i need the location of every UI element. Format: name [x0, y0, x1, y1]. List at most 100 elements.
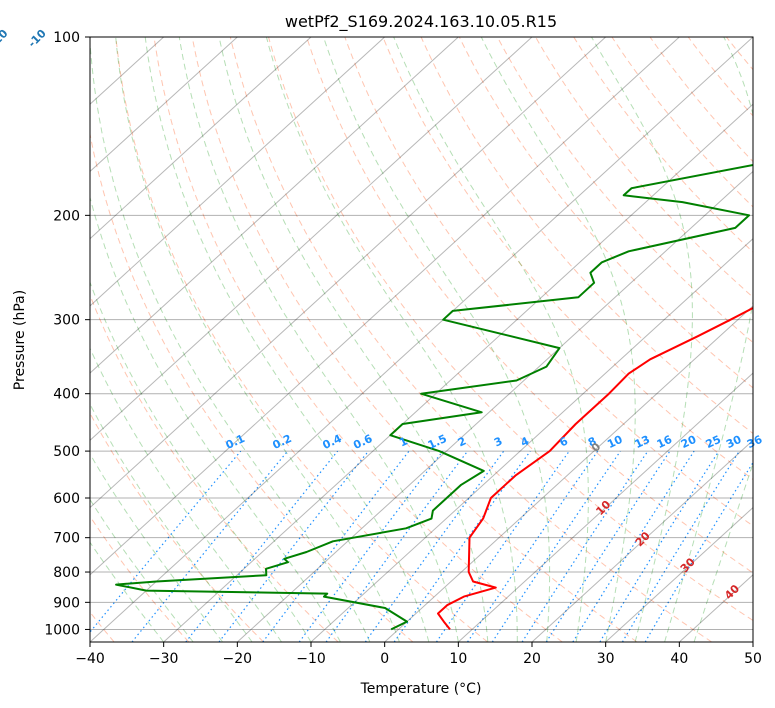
isotherm	[90, 37, 753, 642]
y-tick-label: 400	[53, 387, 80, 403]
moist-adiabat	[265, 37, 518, 642]
dry-adiabat	[725, 37, 753, 71]
moist-adiabat	[144, 37, 430, 642]
x-tick-label: 30	[597, 651, 615, 667]
x-tick-label: −20	[223, 651, 253, 667]
y-tick-label: 300	[53, 313, 80, 329]
mixing-ratio-label: 36	[745, 433, 765, 451]
x-tick-label: 10	[449, 651, 467, 667]
y-tick-label: 100	[53, 30, 80, 46]
dry-adiabat	[573, 37, 753, 253]
mixing-ratio-label: 0.6	[351, 432, 374, 452]
moist-adiabat	[393, 37, 589, 642]
dry-adiabat-label: 10	[593, 498, 613, 518]
isotherm	[90, 37, 238, 173]
mixing-ratio-line	[467, 450, 599, 642]
y-tick-label: 600	[53, 491, 80, 507]
y-tick-label: 900	[53, 595, 80, 611]
dry-adiabat-label: 40	[722, 582, 742, 602]
chart-title: wetPf2_S169.2024.163.10.05.R15	[285, 12, 557, 32]
mixing-ratio-line	[521, 450, 649, 642]
dry-adiabat	[90, 515, 190, 642]
dry-adiabat	[191, 37, 638, 642]
isotherm	[90, 37, 459, 374]
moist-adiabat	[90, 541, 165, 642]
x-tick-label: −30	[149, 651, 179, 667]
plot-frame	[89, 36, 754, 643]
mixing-ratio-label: 6	[558, 434, 571, 449]
background-line-labels: 0.10.20.40.611.52346810131620253036-100-…	[0, 27, 765, 602]
mixing-ratio-label: 1.5	[426, 432, 449, 452]
y-tick-label: 1000	[44, 622, 80, 638]
isotherm	[752, 641, 753, 642]
mixing-ratio-label: 13	[633, 433, 652, 451]
y-tick-label: 800	[53, 565, 80, 581]
mixing-ratio-line	[131, 450, 289, 642]
dry-adiabat	[496, 37, 753, 344]
dry-adiabat	[306, 37, 753, 574]
mixing-ratio-line	[644, 461, 753, 642]
moist-adiabat	[90, 453, 223, 642]
moist-adiabat	[90, 346, 282, 642]
moist-adiabat	[90, 281, 312, 642]
mixing-ratio-line	[218, 450, 369, 642]
moist-adiabat	[115, 37, 400, 642]
mixing-ratio-label: 20	[679, 433, 699, 451]
moist-adiabat	[90, 195, 341, 642]
mixing-ratio-label: 25	[704, 433, 723, 451]
isotherm	[384, 305, 753, 642]
moist-adiabat	[693, 462, 753, 642]
isotherm	[605, 506, 753, 642]
dry-adiabat	[267, 37, 753, 622]
mixing-ratio-label: 4	[519, 434, 532, 449]
mixing-ratio-line	[364, 450, 505, 642]
moist-adiabat	[218, 37, 489, 642]
dry-adiabat	[153, 37, 563, 642]
dry-adiabat	[420, 37, 753, 435]
temperature-profile-line	[437, 306, 753, 631]
x-tick-label: 40	[670, 651, 688, 667]
mixing-ratio-line	[185, 450, 339, 642]
dry-adiabat	[90, 412, 264, 642]
isotherm	[236, 170, 753, 642]
dewpoint-profile-line	[115, 163, 753, 631]
mixing-ratio-line	[393, 450, 531, 642]
mixing-ratio-label: 30	[724, 433, 744, 451]
moist-adiabat	[591, 37, 693, 642]
dry-adiabat	[458, 37, 753, 389]
mixing-ratio-label: 16	[655, 433, 675, 451]
dry-adiabat	[344, 37, 753, 527]
isotherm	[310, 237, 753, 642]
isotherm	[90, 37, 312, 240]
isotherm	[457, 372, 753, 642]
y-tick-label: 200	[53, 208, 80, 224]
moist-adiabat	[178, 37, 459, 642]
isotherm	[90, 37, 607, 509]
dry-adiabat	[382, 37, 753, 481]
dry-adiabat	[760, 32, 775, 642]
isotherm	[90, 37, 533, 442]
mixing-ratio-line	[572, 450, 695, 642]
x-tick-label: 20	[523, 651, 541, 667]
mixing-ratio-label: 2	[456, 434, 468, 449]
series-group	[115, 163, 753, 631]
isotherm	[90, 37, 386, 307]
dry-adiabat-label: 20	[633, 529, 653, 549]
background-lines	[90, 32, 775, 642]
y-axis: 100 200 300 400 500 600 700 800 900 1000	[44, 30, 90, 638]
moist-adiabat	[480, 37, 636, 642]
mixing-ratio-line	[491, 450, 621, 642]
x-tick-label: 0	[380, 651, 389, 667]
mixing-ratio-label: 10	[605, 433, 625, 451]
dry-adiabat-label: -10	[26, 27, 49, 50]
mixing-ratio-line	[435, 450, 570, 642]
mixing-ratio-label: 3	[492, 434, 504, 449]
y-axis-label: Pressure (hPa)	[12, 290, 28, 390]
isotherm	[90, 37, 680, 576]
dry-adiabat	[90, 131, 414, 642]
mixing-ratio-line	[262, 450, 410, 642]
x-axis-label: Temperature (°C)	[360, 681, 482, 697]
dry-adiabat	[229, 37, 712, 642]
moist-adiabat	[90, 403, 253, 642]
